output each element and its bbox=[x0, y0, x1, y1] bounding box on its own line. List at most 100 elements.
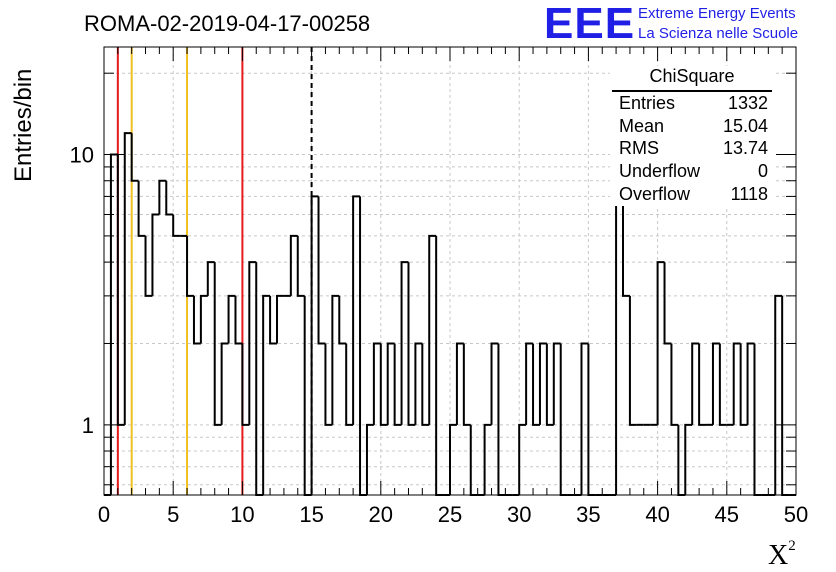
histogram-bin bbox=[303, 295, 312, 496]
histogram-bin bbox=[365, 423, 374, 495]
histogram-bin bbox=[338, 295, 347, 345]
stats-label: Underflow bbox=[619, 161, 701, 181]
histogram-bin bbox=[213, 262, 222, 426]
stats-title: ChiSquare bbox=[649, 66, 735, 86]
histogram-bin bbox=[289, 234, 298, 296]
histogram-bin bbox=[525, 342, 534, 425]
x-tick-label: 20 bbox=[369, 502, 393, 527]
histogram-bin bbox=[116, 154, 125, 426]
stats-label: Entries bbox=[619, 93, 676, 113]
x-tick-label: 45 bbox=[715, 502, 739, 527]
x-tick-label: 0 bbox=[98, 502, 110, 527]
stats-value: 1332 bbox=[727, 93, 768, 113]
chart-title: ROMA-02-2019-04-17-00258 bbox=[84, 11, 371, 36]
histogram-bin bbox=[552, 342, 561, 425]
histogram-bin bbox=[684, 423, 693, 495]
x-tick-label: 30 bbox=[507, 502, 531, 527]
stats-value: 0 bbox=[757, 161, 768, 181]
histogram-bin bbox=[379, 343, 388, 426]
histogram-bin bbox=[255, 262, 264, 496]
histogram-bin bbox=[739, 343, 748, 426]
histogram-bin bbox=[186, 235, 194, 297]
histogram-bin bbox=[449, 423, 457, 495]
axes: 0 5 10 15 20 25 30 35 40 45 50 1 10 bbox=[70, 46, 808, 527]
stats-value: 13.74 bbox=[722, 138, 768, 158]
histogram-bin bbox=[151, 213, 160, 296]
histogram-bin bbox=[220, 342, 229, 425]
logo-line-2: La Scienza nelle Scuole bbox=[638, 25, 799, 42]
stats-value: 15.04 bbox=[722, 116, 768, 136]
histogram-bin bbox=[172, 214, 181, 237]
y-tick-label: 1 bbox=[82, 413, 94, 438]
histogram-bin bbox=[165, 180, 174, 216]
y-axis-label: Entries/bin bbox=[10, 68, 37, 182]
stats-label: Mean bbox=[619, 116, 665, 136]
histogram-bin bbox=[414, 342, 423, 425]
stats-label: Overflow bbox=[619, 184, 691, 204]
histogram-bin bbox=[400, 261, 409, 425]
histogram-bin bbox=[545, 343, 554, 426]
histogram-bin bbox=[580, 342, 589, 495]
x-tick-label: 10 bbox=[230, 502, 254, 527]
histogram-bin bbox=[109, 153, 118, 495]
x-axis-label: X2 bbox=[768, 538, 796, 572]
histogram-bin bbox=[622, 196, 630, 297]
histogram-bin bbox=[227, 294, 236, 344]
histogram-bin bbox=[324, 343, 333, 426]
histogram-bin bbox=[518, 423, 527, 495]
histogram-bin bbox=[234, 295, 243, 345]
histogram-bin bbox=[746, 342, 755, 425]
histogram-bin bbox=[296, 235, 305, 297]
histogram-bin bbox=[393, 343, 402, 426]
histogram-bin bbox=[372, 342, 381, 425]
logo-line-1: Extreme Energy Events bbox=[638, 5, 796, 22]
histogram-bin bbox=[317, 196, 326, 345]
histogram-bin bbox=[192, 295, 201, 345]
stats-row-rms: RMS 13.74 bbox=[619, 138, 768, 160]
histogram-bin bbox=[698, 343, 707, 426]
histogram-bin bbox=[455, 342, 464, 425]
histogram-bin bbox=[628, 295, 637, 426]
stats-divider bbox=[612, 90, 772, 92]
histogram-bin bbox=[269, 295, 277, 345]
histogram-bin bbox=[123, 132, 132, 425]
histogram-bin bbox=[262, 294, 271, 495]
stats-box: ChiSquare Entries 1332 Mean 15.04 RMS 13… bbox=[610, 66, 774, 206]
histogram-bin bbox=[615, 195, 623, 495]
histogram-bin bbox=[532, 343, 540, 426]
histogram-bin bbox=[663, 262, 672, 345]
y-tick-label: 10 bbox=[70, 143, 94, 168]
x-axis-label-base: X bbox=[768, 540, 789, 571]
x-tick-label: 5 bbox=[167, 502, 179, 527]
histogram-bin bbox=[774, 294, 783, 495]
logo-mark: EEE bbox=[544, 0, 636, 48]
histogram-bin bbox=[137, 180, 146, 237]
histogram-bin bbox=[199, 294, 208, 344]
histogram-bin bbox=[538, 342, 547, 425]
histogram-bin bbox=[206, 261, 215, 296]
stats-row-mean: Mean 15.04 bbox=[619, 116, 768, 138]
histogram-bin bbox=[691, 342, 700, 425]
histogram-bin bbox=[718, 343, 727, 426]
x-tick-label: 50 bbox=[784, 502, 808, 527]
stats-value: 1118 bbox=[730, 184, 768, 204]
x-tick-label: 25 bbox=[438, 502, 462, 527]
histogram-bin bbox=[483, 423, 492, 495]
histogram-bin bbox=[130, 133, 139, 182]
histogram-bin bbox=[711, 342, 720, 425]
histogram-bin bbox=[435, 235, 444, 496]
x-tick-label: 15 bbox=[299, 502, 323, 527]
histogram-bin bbox=[158, 179, 167, 215]
histogram-bin bbox=[359, 196, 367, 496]
histogram-bin bbox=[670, 343, 679, 426]
histogram-bin bbox=[421, 343, 430, 426]
histogram-bin bbox=[248, 261, 257, 425]
histogram-bin bbox=[490, 342, 499, 425]
stats-label: RMS bbox=[619, 138, 659, 158]
stats-row-underflow: Underflow 0 bbox=[619, 161, 768, 183]
histogram-bin bbox=[462, 343, 471, 426]
x-axis-label-sup: 2 bbox=[788, 538, 796, 554]
histogram-bin bbox=[428, 234, 437, 425]
histogram-bin bbox=[276, 294, 284, 344]
